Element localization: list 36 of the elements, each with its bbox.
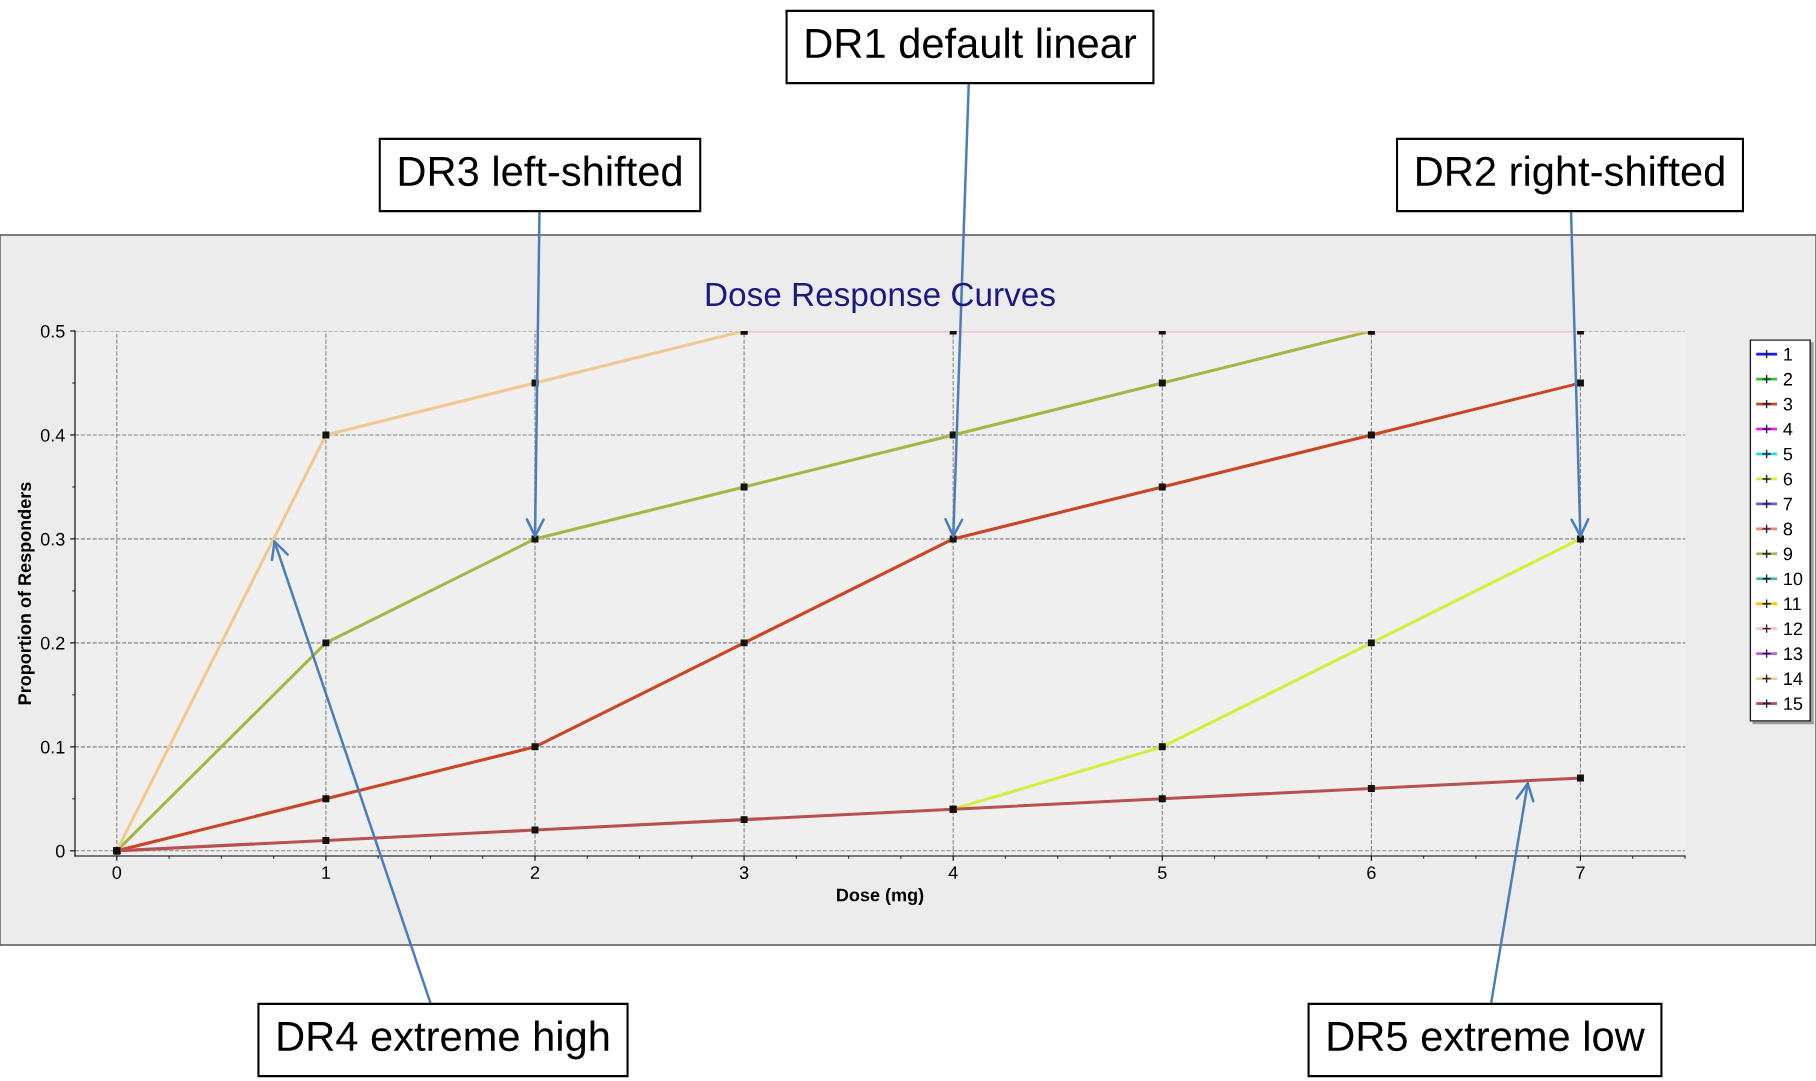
annotation: DR5 extreme low <box>1328 1020 1645 1052</box>
x-tick-label: 5 <box>1157 866 1167 879</box>
legend-label: 12 <box>1784 622 1803 635</box>
y-tick-label: 0 <box>55 844 65 858</box>
y-axis-title: Proportion of Responders <box>17 482 35 705</box>
legend-label: 9 <box>1783 547 1793 561</box>
y-tick-label: 0.4 <box>40 428 65 442</box>
x-axis-title: Dose (mg) <box>837 888 924 906</box>
x-tick-label: 2 <box>530 866 540 879</box>
legend-label: 4 <box>1783 422 1793 436</box>
y-tick-label: 0.1 <box>40 740 65 754</box>
legend-label: 8 <box>1783 522 1793 536</box>
legend-label: 7 <box>1783 497 1793 511</box>
y-tick-label: 0.5 <box>40 324 65 338</box>
x-tick-label: 3 <box>739 866 749 879</box>
x-tick-label: 0 <box>112 866 122 879</box>
legend-label: 3 <box>1783 397 1793 411</box>
legend-label: 1 <box>1784 348 1793 361</box>
x-tick-label: 7 <box>1576 866 1585 879</box>
legend-label: 2 <box>1783 372 1793 386</box>
legend-label: 5 <box>1783 447 1793 461</box>
legend-label: 15 <box>1784 697 1803 711</box>
x-tick-label: 1 <box>322 866 331 879</box>
annotation: DR1 default linear <box>806 27 1137 59</box>
x-tick-label: 6 <box>1367 866 1376 879</box>
y-tick-label: 0.2 <box>40 636 65 650</box>
legend-label: 13 <box>1784 647 1803 661</box>
legend-label: 11 <box>1784 597 1801 611</box>
annotation: DR4 extreme high <box>278 1020 609 1060</box>
legend-label: 6 <box>1783 472 1793 486</box>
annotation: DR2 right-shifted <box>1417 155 1724 195</box>
legend-label: 14 <box>1784 672 1803 685</box>
legend-label: 10 <box>1784 572 1803 586</box>
annotation: DR3 left-shifted <box>399 155 681 187</box>
y-tick-label: 0.3 <box>40 532 65 546</box>
x-tick-label: 4 <box>948 866 958 879</box>
